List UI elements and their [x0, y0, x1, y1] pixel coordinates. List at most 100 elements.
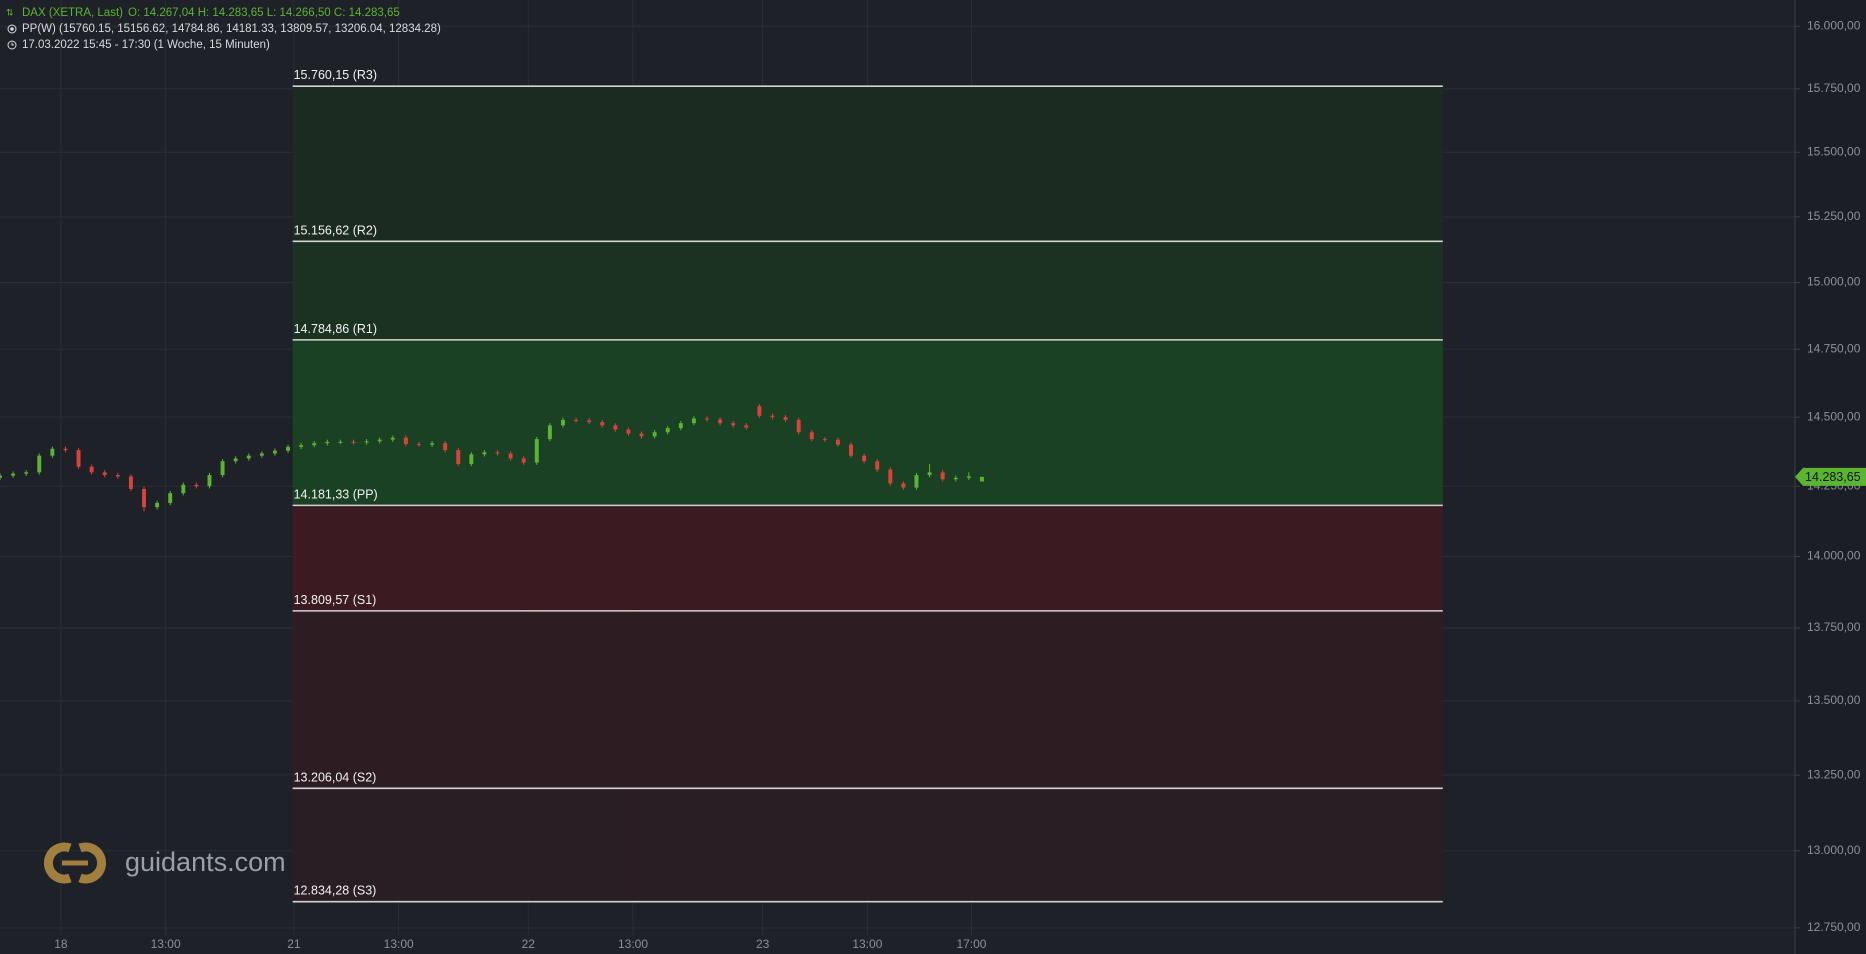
candle-body — [770, 415, 775, 418]
logo-left — [44, 842, 72, 884]
instrument: DAX (XETRA, Last) — [22, 7, 123, 19]
y-tick-label: 15.250,00 — [1807, 209, 1861, 223]
pivot-zone — [292, 339, 1443, 506]
indicator-icon-dot — [10, 27, 14, 31]
clock-hands — [11, 42, 14, 46]
y-tick-label: 13.250,00 — [1807, 767, 1861, 781]
candle-body — [757, 406, 762, 416]
y-tick-label: 15.000,00 — [1807, 275, 1861, 289]
candle-body — [207, 475, 212, 487]
x-tick-label: 13:00 — [384, 937, 414, 951]
y-tick-label: 16.000,00 — [1807, 18, 1861, 32]
pivot-label: 12.834,28 (S3) — [294, 884, 377, 898]
pivot-label: 14.784,86 (R1) — [294, 322, 377, 336]
candle-body — [37, 455, 42, 473]
candle-body — [11, 473, 16, 476]
candle-body — [390, 437, 395, 440]
x-tick-label: 22 — [522, 937, 536, 951]
pivot-zone — [292, 505, 1443, 611]
y-tick-label: 15.500,00 — [1807, 144, 1861, 158]
y-tick-label: 13.500,00 — [1807, 693, 1861, 707]
clock-icon — [7, 40, 17, 50]
candle-body — [312, 443, 317, 446]
candle-body — [927, 472, 932, 476]
candle-body — [155, 502, 160, 508]
candle-body — [495, 452, 500, 454]
candle-body — [574, 419, 579, 421]
x-tick-label: 17:00 — [956, 937, 986, 951]
candle-body — [862, 455, 867, 462]
candle-body — [678, 423, 683, 429]
candle-body — [508, 453, 513, 459]
logo-right — [78, 842, 106, 884]
y-tick-label: 14.000,00 — [1807, 549, 1861, 563]
candle-body — [665, 428, 670, 433]
plot-area: 15.760,15 (R3) 15.156,62 (R2) 14.784,86 (R… — [0, 0, 1795, 936]
candle-body — [142, 488, 146, 508]
candle-body — [377, 439, 382, 442]
candle-body — [966, 476, 971, 478]
candle-body — [600, 422, 605, 426]
pivot-label: 15.760,15 (R3) — [294, 68, 377, 82]
candle-body — [718, 419, 723, 424]
price-tag — [1795, 467, 1866, 486]
indicator: PP(W) (15760.15, 15156.62, 14784.86, 141… — [22, 23, 441, 35]
candle-body — [469, 454, 474, 464]
candle-body — [246, 455, 251, 459]
candle-body — [979, 476, 984, 482]
candle-body — [351, 441, 356, 443]
candle-body — [325, 441, 330, 444]
candle-body — [220, 461, 225, 476]
candle-body — [338, 441, 343, 443]
header: ⇅ DAX (XETRA, Last) O: 14.267,04 H: 14.2… — [6, 7, 441, 51]
candle-body — [50, 448, 55, 456]
header-icon: ⇅ — [6, 7, 14, 17]
candle-body — [102, 472, 107, 476]
y-tick-label: 13.750,00 — [1807, 620, 1861, 634]
candle-body — [0, 475, 2, 478]
period: 17.03.2022 15:45 - 17:30 (1 Woche, 15 Mi… — [22, 39, 270, 51]
candle-body — [534, 439, 539, 463]
candle-body — [835, 439, 840, 445]
candle-body — [705, 418, 709, 420]
candle-body — [744, 425, 749, 428]
candle-body — [259, 453, 264, 456]
candle-body — [456, 450, 461, 464]
candle-body — [403, 437, 408, 445]
pivot-label: 15.156,62 (R2) — [294, 223, 377, 237]
candle-body — [849, 444, 853, 456]
x-tick-label: 13:00 — [151, 937, 181, 951]
x-tick-label: 21 — [287, 937, 301, 951]
candle-body — [626, 429, 631, 434]
candle-body — [521, 458, 526, 463]
candle-body — [639, 433, 644, 437]
candle-body — [233, 458, 238, 462]
candle-body — [783, 417, 788, 420]
candle-body — [809, 432, 814, 440]
candle-body — [940, 472, 945, 480]
y-tick-label: 12.750,00 — [1807, 920, 1861, 934]
x-tick-label: 13:00 — [852, 937, 882, 951]
candle-body — [953, 477, 958, 480]
candle-body — [168, 493, 173, 503]
candle-body — [194, 484, 199, 487]
candle-body — [430, 443, 435, 445]
candle-body — [901, 483, 906, 488]
candle-body — [822, 439, 827, 441]
candle-body — [652, 432, 657, 437]
x-tick-label: 23 — [756, 937, 770, 951]
candle-body — [587, 420, 592, 423]
candle-body — [443, 443, 448, 451]
candle-body — [914, 475, 919, 488]
pivot-label: 14.181,33 (PP) — [294, 487, 378, 501]
candle-body — [547, 425, 552, 440]
candle-body — [561, 419, 565, 426]
candle-body — [24, 472, 29, 474]
candle-body — [691, 418, 696, 424]
y-tick-label: 14.750,00 — [1807, 341, 1861, 355]
x-tick-label: 18 — [54, 937, 68, 951]
candle-body — [888, 469, 893, 484]
candle-body — [731, 423, 736, 426]
